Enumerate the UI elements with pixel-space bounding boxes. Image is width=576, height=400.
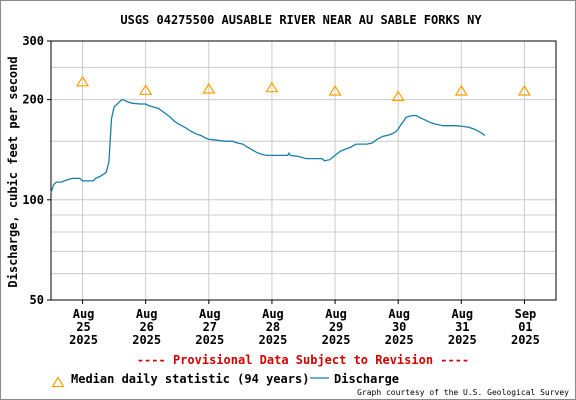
- legend-median-label: Median daily statistic (94 years): [71, 372, 309, 386]
- provisional-note: ---- Provisional Data Subject to Revisio…: [137, 353, 469, 367]
- x-tick-label-month: Aug: [451, 307, 473, 321]
- y-axis-label: Discharge, cubic feet per second: [6, 56, 20, 287]
- x-tick-label-year: 2025: [511, 333, 540, 347]
- y-tick-label: 300: [22, 34, 44, 48]
- median-triangle-marker: [391, 90, 405, 102]
- x-tick-label-month: Aug: [73, 307, 95, 321]
- x-tick-label-year: 2025: [69, 333, 98, 347]
- x-tick-label-day: 25: [76, 320, 90, 334]
- x-tick-label-year: 2025: [195, 333, 224, 347]
- x-tick-label-day: 27: [203, 320, 217, 334]
- median-triangle-marker: [517, 84, 531, 96]
- median-triangle-marker: [265, 81, 279, 93]
- x-tick-label-month: Aug: [388, 307, 410, 321]
- legend: Median daily statistic (94 years) Discha…: [51, 372, 399, 388]
- x-tick-label-day: 28: [266, 320, 280, 334]
- median-triangle-marker: [139, 84, 153, 95]
- x-tick-label-day: 26: [139, 320, 153, 334]
- x-tick-label-month: Aug: [199, 307, 221, 321]
- x-tick-label-day: 30: [392, 320, 406, 334]
- x-tick-label-month: Aug: [136, 307, 158, 321]
- median-triangle-marker: [202, 82, 216, 94]
- y-tick-label: 200: [22, 93, 44, 107]
- x-axis-ticks: Aug252025Aug262025Aug272025Aug282025Aug2…: [69, 300, 540, 347]
- x-tick-label-year: 2025: [385, 333, 414, 347]
- credit-text: Graph courtesy of the U.S. Geological Su…: [357, 388, 569, 397]
- x-tick-label-day: 29: [329, 320, 343, 334]
- x-tick-label-month: Aug: [262, 307, 284, 321]
- median-triangle-marker: [76, 75, 90, 87]
- legend-discharge-label: Discharge: [334, 372, 399, 386]
- grid-lines: [51, 40, 556, 301]
- x-tick-label-year: 2025: [258, 333, 287, 347]
- plot-area-border: [50, 40, 557, 301]
- x-tick-label-month: Aug: [325, 307, 347, 321]
- median-statistic-markers: [76, 75, 531, 102]
- x-tick-label-day: 31: [455, 320, 469, 334]
- x-tick-label-year: 2025: [322, 333, 351, 347]
- x-tick-label-year: 2025: [448, 333, 477, 347]
- y-tick-label: 100: [22, 193, 44, 207]
- x-tick-label-year: 2025: [132, 333, 161, 347]
- chart-title: USGS 04275500 AUSABLE RIVER NEAR AU SABL…: [120, 13, 482, 27]
- y-axis-ticks: 300 200 100 50: [22, 34, 51, 307]
- legend-median-marker: [51, 376, 65, 388]
- y-tick-label: 50: [30, 293, 44, 307]
- median-triangle-marker: [328, 84, 342, 96]
- x-tick-label-day: 01: [518, 320, 532, 334]
- median-triangle-marker: [454, 84, 468, 96]
- x-tick-label-month: Sep: [515, 307, 537, 321]
- discharge-series-line: [50, 98, 486, 193]
